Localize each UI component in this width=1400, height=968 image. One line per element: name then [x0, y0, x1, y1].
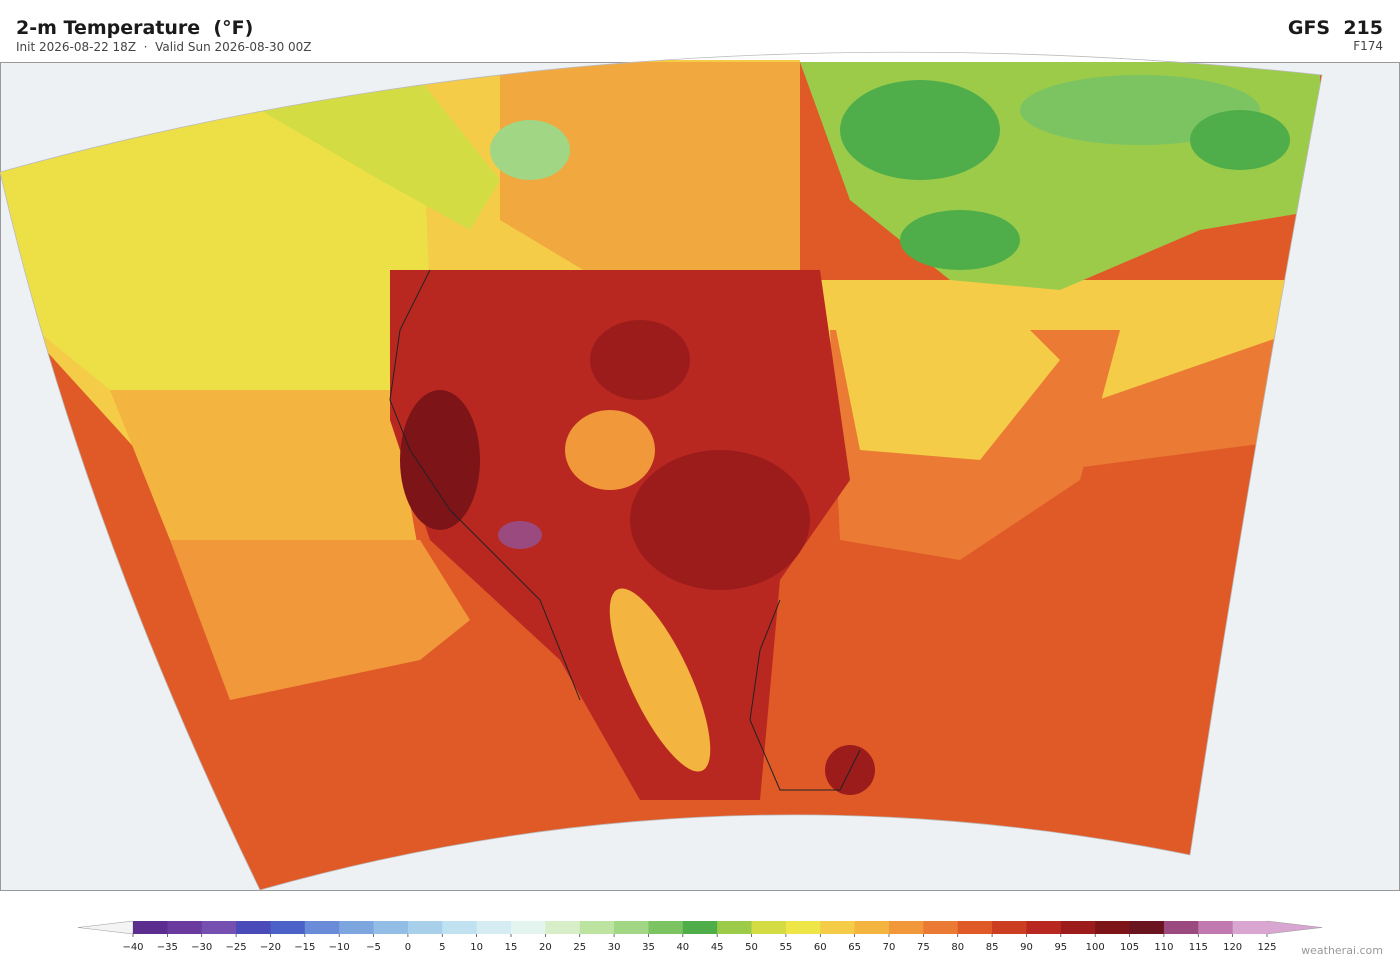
domain-outline — [0, 51, 1323, 891]
colorbar-tick-label: 110 — [1154, 942, 1173, 953]
colorbar-swatch — [339, 921, 375, 934]
model-label: GFS 215 — [1288, 17, 1383, 39]
colorbar-tick-label: 75 — [917, 942, 930, 953]
colorbar-tick-label: 70 — [883, 942, 896, 953]
colorbar-swatch — [785, 921, 821, 934]
colorbar-swatch — [1026, 921, 1062, 934]
colorbar-under — [77, 920, 134, 935]
forecast-hour: F174 — [1353, 39, 1383, 53]
colorbar-swatch — [270, 921, 306, 934]
colorbar-tick-label: −10 — [329, 942, 350, 953]
colorbar-swatch — [1095, 921, 1131, 934]
colorbar-tick-label: −40 — [122, 942, 143, 953]
watermark: weatherai.com — [1301, 944, 1383, 957]
colorbar-swatch — [201, 921, 237, 934]
colorbar-tick-label: 45 — [711, 942, 724, 953]
colorbar-swatch — [1198, 921, 1234, 934]
colorbar-swatch — [442, 921, 478, 934]
colorbar-tick-label: −15 — [294, 942, 315, 953]
colorbar-tick-label: 15 — [505, 942, 518, 953]
colorbar-over — [1266, 920, 1323, 935]
colorbar-swatch — [511, 921, 546, 934]
colorbar-swatch — [373, 921, 409, 934]
colorbar-swatch — [992, 921, 1027, 934]
colorbar-swatch — [236, 921, 271, 934]
colorbar-tick-label: 40 — [676, 942, 689, 953]
colorbar-tick-label: 55 — [780, 942, 793, 953]
colorbar-swatch — [957, 921, 993, 934]
colorbar-tick-label: 85 — [986, 942, 999, 953]
colorbar-swatch — [889, 921, 924, 934]
colorbar-swatch — [579, 921, 615, 934]
colorbar-tick-label: −30 — [191, 942, 212, 953]
colorbar-tick-label: −5 — [366, 942, 381, 953]
colorbar-tick-label: −25 — [226, 942, 247, 953]
colorbar-tick-label: 100 — [1086, 942, 1105, 953]
colorbar-swatch — [751, 921, 787, 934]
colorbar-tick-label: 125 — [1257, 942, 1276, 953]
colorbar-swatch — [1060, 921, 1096, 934]
colorbar-swatch — [1163, 921, 1199, 934]
subtitle: Init 2026-08-22 18Z · Valid Sun 2026-08-… — [16, 40, 312, 54]
colorbar-swatch — [133, 921, 168, 934]
colorbar-tick-label: 60 — [814, 942, 827, 953]
colorbar-tick-label: 5 — [439, 942, 445, 953]
colorbar-tick-label: 95 — [1054, 942, 1067, 953]
colorbar-swatch — [167, 921, 203, 934]
colorbar-tick-label: 50 — [745, 942, 758, 953]
coastline — [749, 599, 861, 791]
colorbar-swatch — [854, 921, 890, 934]
colorbar-tick-label: 90 — [1020, 942, 1033, 953]
colorbar-swatch — [614, 921, 649, 934]
title: 2-m Temperature (°F) — [16, 17, 253, 39]
colorbar-tick-label: 25 — [573, 942, 586, 953]
colorbar-swatch — [682, 921, 718, 934]
colorbar-swatch — [304, 921, 340, 934]
colorbar-tick-label: 65 — [848, 942, 861, 953]
colorbar-swatch — [407, 921, 443, 934]
colorbar-tick-label: 0 — [405, 942, 411, 953]
colorbar-tick-label: 35 — [642, 942, 655, 953]
colorbar: −40 −35 −30 −25 −20 −15 −10 −5 0 5 10 15 20 25 30 35 40 4… — [77, 920, 1323, 953]
colorbar-tick-label: 30 — [608, 942, 621, 953]
colorbar-swatch — [1129, 921, 1165, 934]
colorbar-swatch — [648, 921, 684, 934]
temperature-field — [0, 60, 1322, 891]
colorbar-tick-label: 20 — [539, 942, 552, 953]
colorbar-swatch — [717, 921, 753, 934]
colorbar-tick-label: 120 — [1223, 942, 1242, 953]
colorbar-swatch — [545, 921, 581, 934]
colorbar-tick-label: −35 — [157, 942, 178, 953]
colorbar-swatch — [820, 921, 856, 934]
colorbar-tick-label: −20 — [260, 942, 281, 953]
colorbar-tick-label: 115 — [1189, 942, 1208, 953]
colorbar-swatch — [1232, 921, 1268, 934]
colorbar-swatch — [923, 921, 959, 934]
coastline — [389, 269, 581, 701]
colorbar-swatch — [476, 921, 512, 934]
colorbar-tick-label: 80 — [951, 942, 964, 953]
colorbar-tick-label: 105 — [1120, 942, 1139, 953]
colorbar-tick-label: 10 — [470, 942, 483, 953]
